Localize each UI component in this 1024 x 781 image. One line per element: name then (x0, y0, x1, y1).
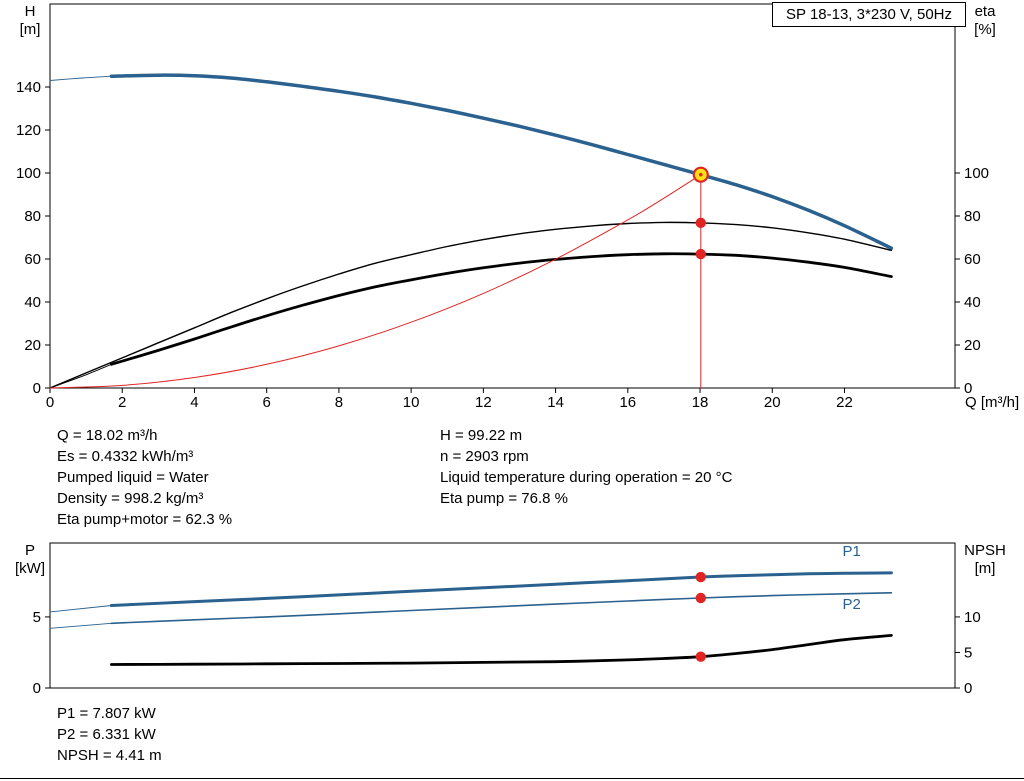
chart-text: H (25, 3, 36, 20)
chart-text: 5 (33, 609, 41, 626)
chart-text: [m] (975, 560, 996, 577)
operating-data-right: H = 99.22 m n = 2903 rpm Liquid temperat… (440, 425, 732, 509)
p1-lead (49, 605, 112, 613)
npsh-point (695, 651, 706, 662)
chart-text: 40 (24, 294, 41, 311)
chart-text: 20 (964, 337, 981, 354)
chart-text: 16 (619, 394, 636, 411)
chart-text: Q [m³/h] (965, 394, 1019, 411)
info-speed: n = 2903 rpm (440, 448, 529, 465)
chart-text: 0 (33, 680, 41, 697)
bottom-divider (0, 778, 1024, 779)
chart-text: 4 (190, 394, 198, 411)
chart-text: 8 (335, 394, 343, 411)
chart-text: 100 (964, 165, 989, 182)
chart-text: NPSH (964, 542, 1006, 559)
chart-text: 0 (964, 680, 972, 697)
info-eta-pump-motor: Eta pump+motor = 62.3 % (57, 511, 233, 528)
power-npsh-chart-frame (49, 542, 956, 689)
chart-text: 100 (16, 165, 41, 182)
chart-text: P (25, 542, 35, 559)
eta-pump-motor-point (695, 248, 706, 260)
chart-text: 20 (24, 337, 41, 354)
info-flow: Q = 18.02 m³/h (57, 427, 158, 444)
power-npsh-data: P1 = 7.807 kW P2 = 6.331 kW NPSH = 4.41 … (57, 703, 162, 766)
chart-text: 6 (263, 394, 271, 411)
info-pumped-liquid: Pumped liquid = Water (57, 469, 209, 486)
p1-curve (109, 571, 893, 607)
p2-curve (110, 592, 893, 625)
chart-text: 22 (836, 394, 853, 411)
chart-text: 18 (692, 394, 709, 411)
p2-point (695, 592, 706, 604)
head-curve-lead (49, 75, 112, 81)
info-p1: P1 = 7.807 kW (57, 705, 156, 722)
chart-text: 12 (475, 394, 492, 411)
duty-point-center (698, 172, 703, 177)
info-head: H = 99.22 m (440, 427, 523, 444)
pump-model-badge: SP 18-13, 3*230 V, 50Hz (772, 2, 966, 27)
chart-text: 140 (16, 79, 41, 96)
chart-text: 10 (964, 609, 981, 626)
info-density: Density = 998.2 kg/m³ (57, 490, 204, 507)
info-p2: P2 = 6.331 kW (57, 726, 156, 743)
chart-text: 60 (24, 251, 41, 268)
hq-eta-chart-frame (49, 3, 956, 389)
chart-text: eta (975, 3, 997, 20)
chart-text: 10 (403, 394, 420, 411)
npsh-curve (110, 634, 893, 666)
chart-text: 120 (16, 122, 41, 139)
chart-text: 0 (964, 380, 972, 397)
chart-text: 60 (964, 251, 981, 268)
info-specific-energy: Es = 0.4332 kWh/m³ (57, 448, 194, 465)
chart-text: [kW] (15, 560, 45, 577)
p1-point (695, 571, 706, 583)
chart-text: 2 (118, 394, 126, 411)
info-temperature: Liquid temperature during operation = 20… (440, 469, 733, 486)
chart-text: 5 (964, 644, 972, 661)
chart-text: [m] (20, 21, 41, 38)
info-npsh: NPSH = 4.41 m (57, 747, 162, 764)
chart-text: 0 (33, 380, 41, 397)
operating-data-left: Q = 18.02 m³/h Es = 0.4332 kWh/m³ Pumped… (57, 425, 232, 530)
chart-text: P1 (843, 543, 861, 560)
eta-pump-point (695, 217, 706, 229)
eta-pump-motor-lead (49, 363, 112, 389)
chart-text: 80 (964, 208, 981, 225)
chart-text: [%] (974, 21, 996, 38)
info-eta-pump: Eta pump = 76.8 % (440, 490, 568, 507)
chart-text: P2 (843, 596, 861, 613)
system-curve (49, 174, 702, 389)
chart-text: 14 (547, 394, 564, 411)
p2-lead (49, 622, 112, 629)
chart-text: 20 (764, 394, 781, 411)
eta-pump-motor-curve (110, 252, 893, 366)
chart-text: 80 (24, 208, 41, 225)
chart-text: 0 (46, 394, 54, 411)
chart-text: 40 (964, 294, 981, 311)
head-curve (109, 73, 894, 250)
eta-pump-curve (49, 221, 893, 389)
